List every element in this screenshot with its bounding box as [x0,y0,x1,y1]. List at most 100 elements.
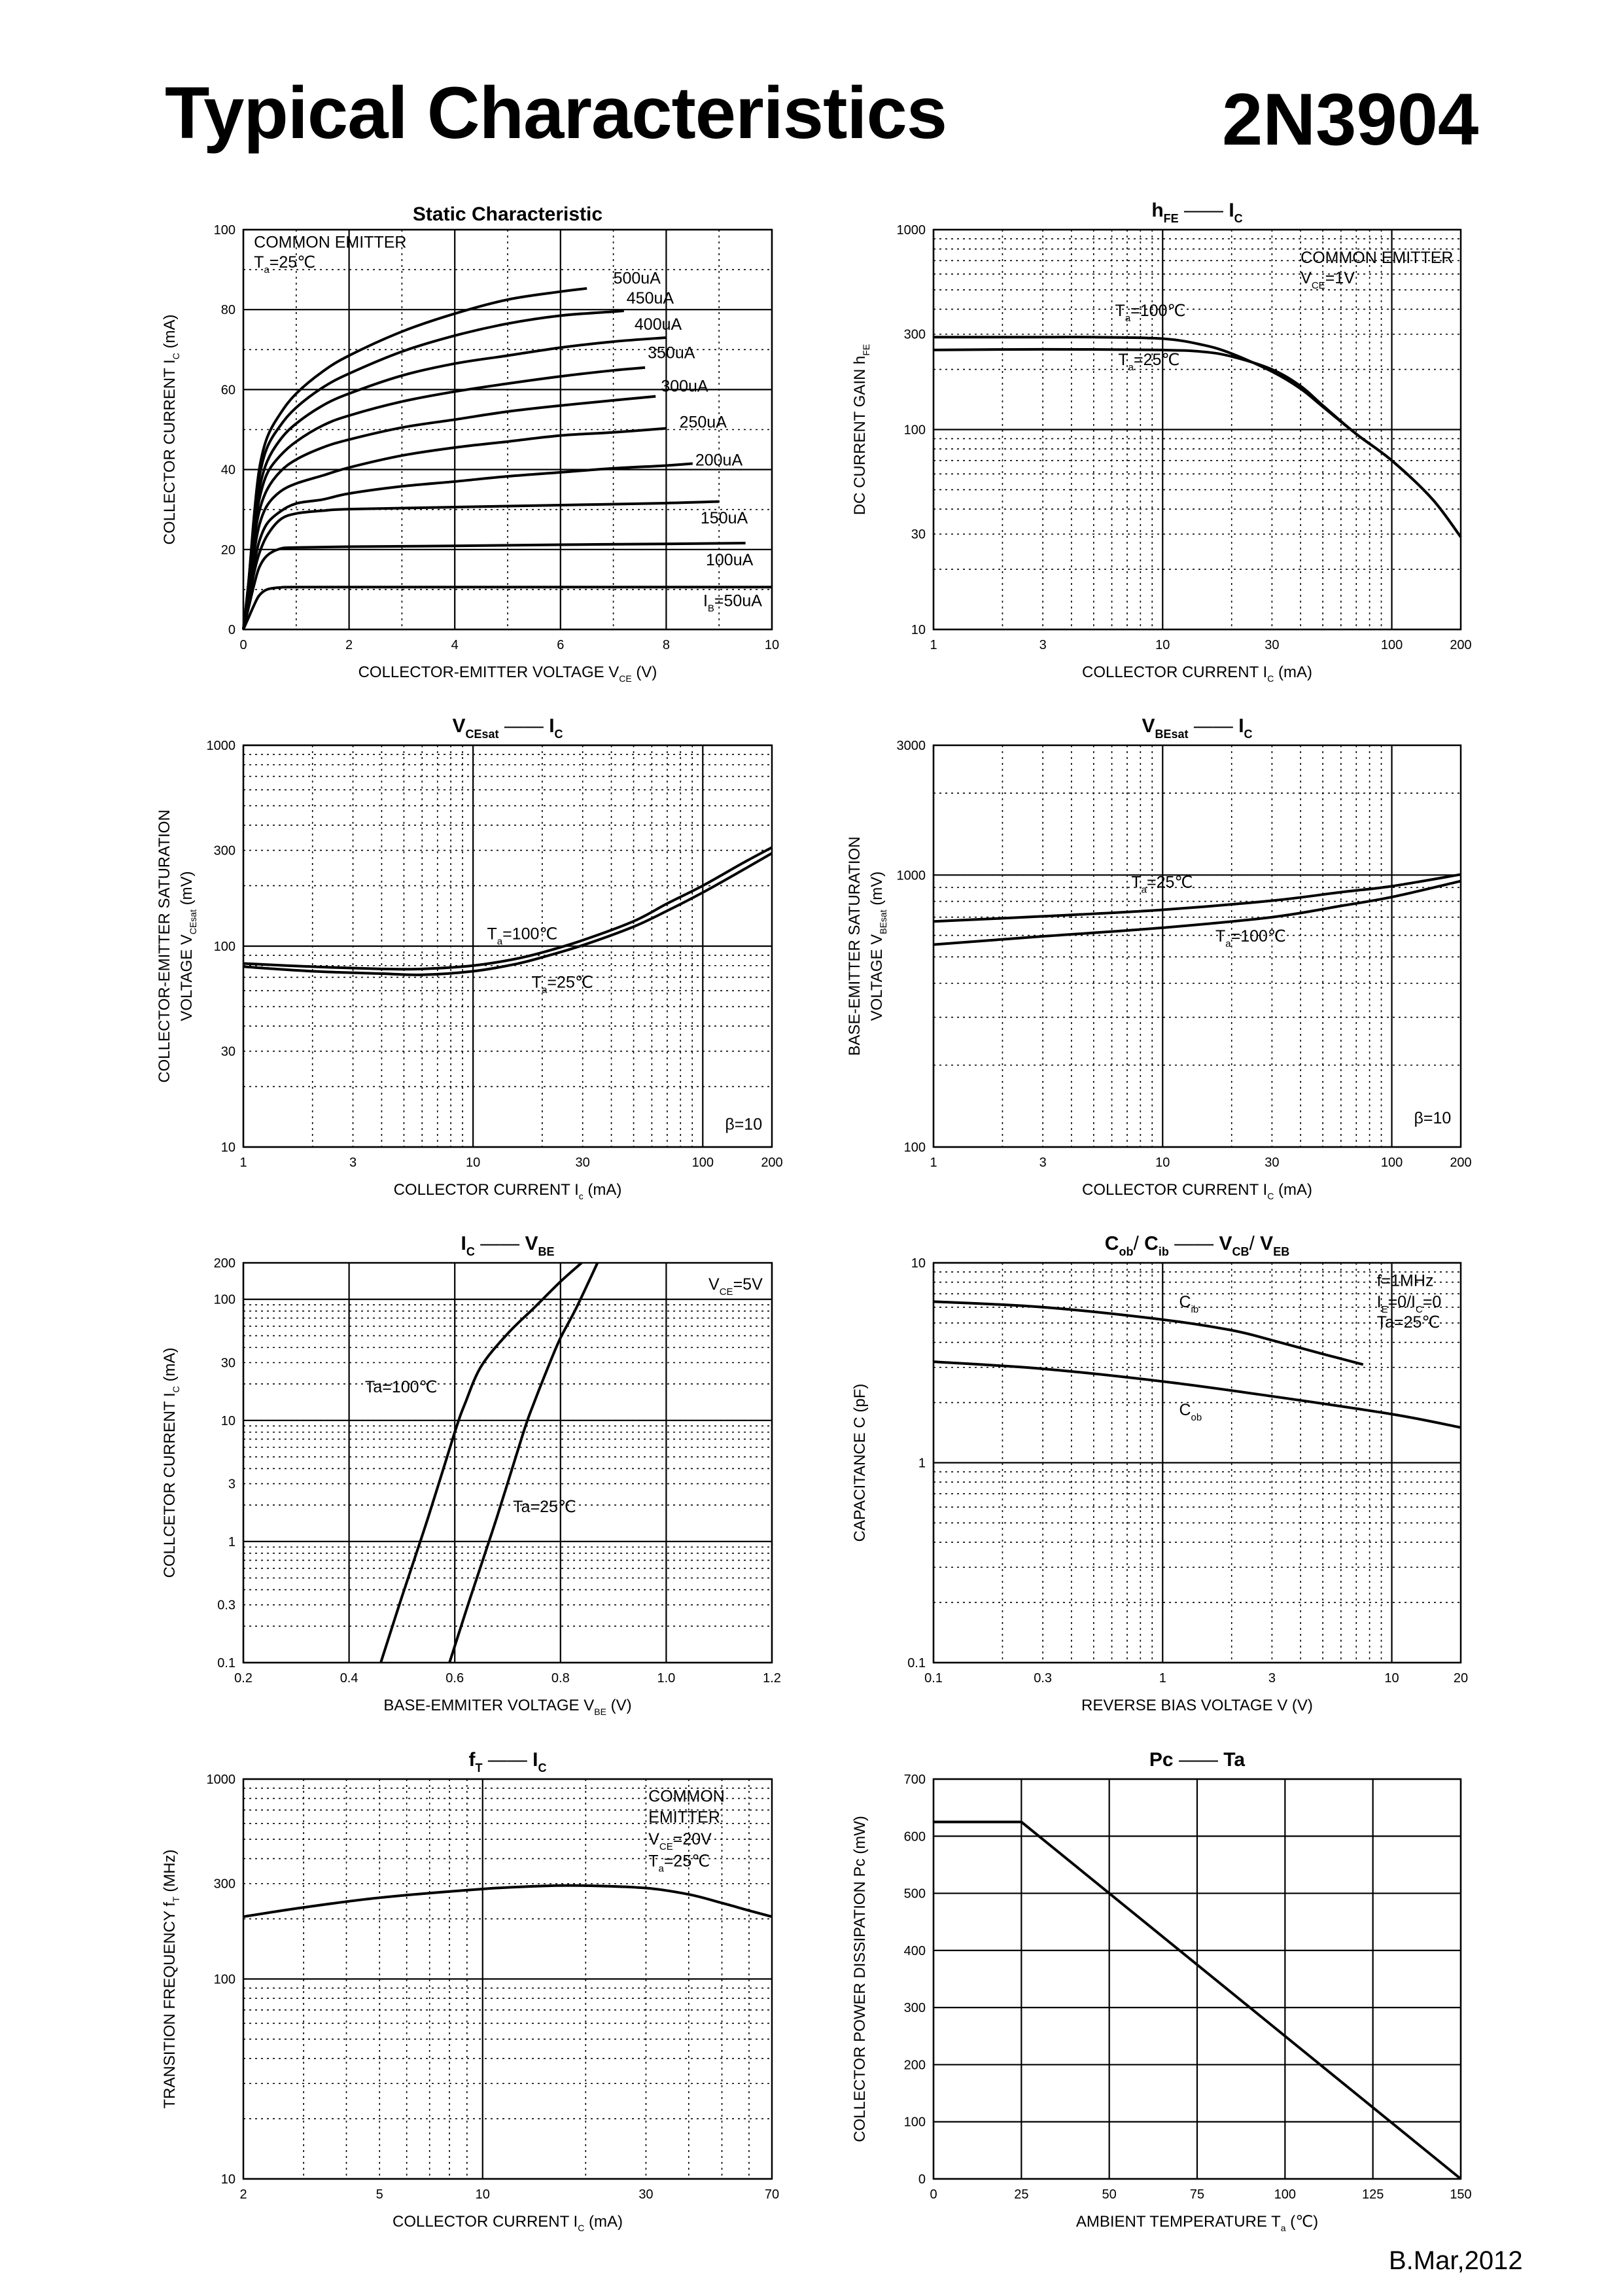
y-tick-label: 20 [221,543,236,557]
x-tick-label: 100 [1381,638,1403,652]
chart-2: 1 3 10 30 100 200 10 30 100 300 1000 hFE​ —— IC​ COL… [851,200,1472,684]
y-tick-label: 400 [904,1944,926,1958]
curve-label: IB=50uA [703,592,762,614]
chart-title: Pc —— Ta [1149,1749,1245,1771]
x-tick-label: 0.8 [551,1671,570,1686]
y-tick-label: 3 [228,1477,236,1492]
y-tick-label: 10 [911,1256,926,1271]
x-tick-label: 30 [1265,638,1279,652]
curve-label: Cib​ [1179,1293,1198,1315]
x-tick-label: 3 [349,1156,357,1170]
y-tick-label: 30 [221,1045,236,1059]
y-tick-label: 0.1 [217,1656,236,1670]
x-tick-label: 1.0 [657,1671,675,1686]
series-ft [243,1884,773,1918]
y-axis-label-2: VOLTAGE VCEsat (mV) [178,871,198,1021]
chart-note: COMMON EMITTER [254,233,406,251]
y-axis-label: COLLCETOR CURRENT IC (mA) [161,1348,181,1578]
plot-frame [932,1778,1462,2180]
chart-7: 2 5 10 30 70 10 100 300 1000 fT​ —— IC​ COLLECTOR … [161,1749,779,2233]
curve-label: Ta=100℃ [487,925,557,947]
x-axis-label: AMBIENT TEMPERATURE Ta (℃) [1076,2213,1318,2233]
x-tick-label: 0 [239,638,247,652]
x-tick-label: 1 [930,1156,937,1170]
plot-frame [932,228,1462,631]
chart-8: 0 25 50 75 100 125 150 0 100 200 300 400 500 600 700 Pc… [851,1749,1472,2233]
y-tick-label: 60 [221,383,236,397]
series-ta-25- [448,1262,599,1663]
series-300ua [242,395,656,630]
curve-label: 200uA [695,451,743,469]
y-axis-label: TRANSITION FREQUENCY fT (MHz) [161,1849,181,2108]
y-tick-label: 0 [228,623,236,637]
y-tick-label: 100 [214,940,236,954]
plot-frame [932,744,1462,1148]
curve-label: Ta=25℃ [513,1498,576,1516]
y-tick-label: 1000 [897,223,926,238]
curve-label: Ta=25℃ [532,974,593,996]
x-tick-label: 100 [1381,1156,1403,1170]
x-tick-label: 100 [692,1156,714,1170]
y-tick-label: 40 [221,463,236,478]
x-tick-label: 8 [663,638,670,652]
x-tick-label: 125 [1362,2187,1384,2202]
x-tick-label: 1.2 [763,1671,781,1686]
chart-note: Ta=25℃ [648,1852,710,1875]
x-tick-label: 10 [1384,1671,1399,1686]
y-tick-label: 100 [904,1140,926,1155]
y-axis-label: CAPACITANCE C (pF) [851,1384,869,1542]
y-tick-label: 100 [214,1293,236,1307]
plot-frame [242,228,773,631]
y-tick-label: 10 [221,1414,236,1428]
x-tick-label: 3 [1039,1156,1047,1170]
x-axis-label: COLLECTOR-EMITTER VOLTAGE VCE (V) [358,663,657,684]
chart-note: Ta=25℃ [254,253,315,275]
x-tick-label: 10 [466,1156,480,1170]
y-tick-label: 80 [221,303,236,317]
x-tick-label: 1 [239,1156,247,1170]
y-tick-label: 0.1 [907,1656,926,1670]
y-tick-label: 300 [214,1877,236,1892]
x-tick-label: 3 [1268,1671,1276,1686]
series-350ua [242,366,646,630]
chart-note: f=1MHz [1377,1272,1434,1290]
x-tick-label: 4 [451,638,459,652]
y-tick-label: 300 [904,328,926,342]
chart-note: IE=0/IC=0 [1377,1293,1442,1315]
y-axis-label: COLLECTOR POWER DISSIPATION Pc (mW) [851,1816,869,2142]
plot-frame [932,1262,1462,1664]
curve-label: 500uA [614,269,661,287]
x-tick-label: 20 [1454,1671,1468,1686]
y-tick-label: 30 [911,527,926,542]
x-tick-label: 2 [345,638,353,652]
x-tick-label: 1 [1159,1671,1166,1686]
curve-label: Cob​ [1179,1401,1202,1423]
series-250ua [242,427,667,630]
series-ta-100- [379,1262,583,1663]
y-axis-label: COLLECTOR CURRENT IC (mA) [161,315,181,545]
y-tick-label: 1000 [207,739,236,753]
chart-4: 1 3 10 30 100 200 100 1000 3000 VBEsat​ —— IC​ COL… [846,715,1472,1201]
series-ta-25- [933,873,1461,923]
y-tick-label: 700 [904,1773,926,1787]
chart-title: VCEsat​ —— IC​ [452,715,563,741]
curve-label: Ta=25℃ [1118,351,1179,373]
x-tick-label: 0.2 [234,1671,253,1686]
chart-title: IC​ —— VBE​ [461,1233,554,1258]
x-axis-label: COLLECTOR CURRENT IC (mA) [1082,663,1312,684]
part-number: 2N3904 [1222,79,1479,160]
series-100ua [242,542,746,630]
x-tick-label: 0.3 [1034,1671,1052,1686]
x-tick-label: 70 [765,2187,779,2202]
chart-note: VCE=1V [1300,269,1355,291]
chart-note: Ta=25℃ [1377,1313,1440,1332]
chart-6: 0.1 0.3 1 3 10 20 0.1 1 10 Cob​/ Cib​ —— VCB​/ VE… [851,1233,1468,1714]
curve-label: 100uA [706,551,754,569]
chart-title: hFE​ —— IC​ [1151,200,1242,225]
curve-label: 350uA [648,344,695,362]
plot-frame [242,744,773,1148]
series-cob [933,1360,1461,1429]
series-ta-100- [243,846,773,971]
y-tick-label: 1000 [207,1773,236,1787]
y-tick-label: 10 [911,623,926,637]
